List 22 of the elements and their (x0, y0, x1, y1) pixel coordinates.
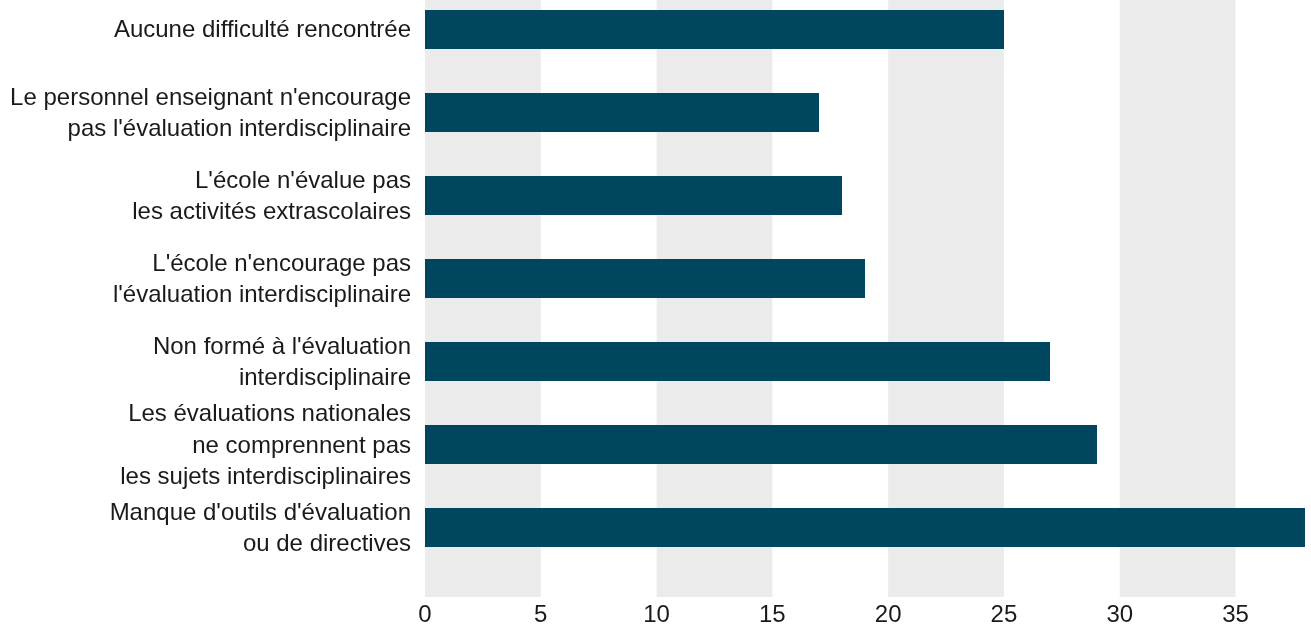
bar (425, 93, 819, 132)
y-tick-label: Manque d'outils d'évaluation ou de directives (109, 498, 411, 557)
x-tick-label: 20 (874, 600, 902, 627)
bar (425, 10, 1004, 49)
y-tick-label: L'école n'évalue pas les activités extrascolaires (132, 165, 411, 225)
bar (425, 342, 1050, 381)
x-tick-label: 15 (759, 600, 786, 627)
x-tick-label: 35 (1222, 600, 1249, 627)
y-tick-label: Aucune difficulté rencontrée (113, 15, 411, 43)
x-tick-label: 10 (643, 600, 670, 627)
bar (425, 425, 1097, 464)
bar (425, 176, 842, 215)
x-tick-label: 0 (418, 600, 432, 627)
bar (425, 259, 865, 298)
x-tick-label: 5 (534, 600, 548, 627)
y-tick-label: Le personnel enseignant n'encourage pas l'évaluation interdisciplinaire (10, 82, 411, 142)
y-tick-label: Non formé à l'évaluation interdisciplinaire (152, 331, 411, 391)
x-tick-label: 25 (990, 600, 1018, 627)
bar (425, 508, 1305, 547)
y-tick-label: L'école n'encourage pas l'évaluation interdisciplinaire (112, 248, 411, 308)
y-tick-label: Les évaluations nationales ne comprennent pas les sujets interdisciplinaires (120, 399, 411, 489)
x-tick-label: 30 (1106, 600, 1134, 627)
